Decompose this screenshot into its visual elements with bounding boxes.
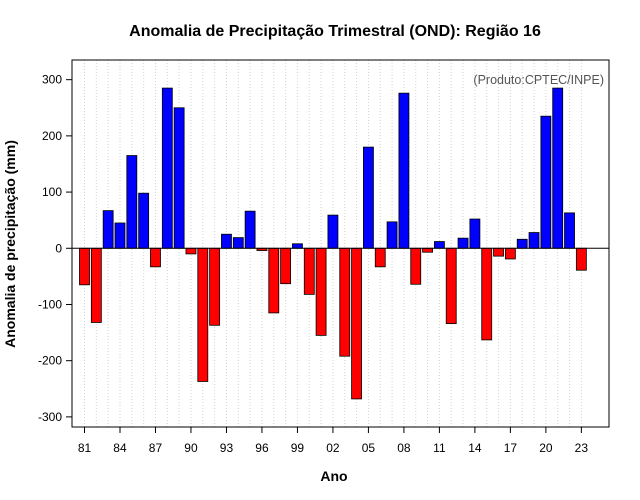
bar-2005 — [363, 146, 374, 249]
bar-2006 — [374, 247, 386, 268]
x-tick-label: 14 — [468, 441, 482, 455]
bar-1991 — [197, 247, 209, 382]
bar-1989 — [173, 107, 185, 249]
x-tick-label: 11 — [433, 441, 446, 455]
x-tick-label: 96 — [255, 441, 269, 455]
bars — [79, 87, 587, 400]
bar-2007 — [386, 221, 398, 249]
x-tick-label: 08 — [397, 441, 411, 455]
bar-1987 — [150, 247, 161, 268]
bar-2004 — [351, 247, 362, 400]
y-tick-label: -300 — [38, 410, 62, 424]
bar-2014 — [469, 218, 481, 249]
y-tick-label: 0 — [55, 241, 62, 255]
x-tick-label: 87 — [149, 441, 163, 455]
bar-2008 — [398, 92, 410, 249]
x-tick-label: 17 — [504, 441, 518, 455]
bar-2020 — [540, 115, 552, 249]
bar-2022 — [564, 212, 575, 249]
bar-1983 — [102, 210, 114, 249]
bar-1997 — [268, 247, 280, 314]
bar-1992 — [209, 247, 221, 326]
x-tick-label: 84 — [113, 441, 127, 455]
y-tick-label: 200 — [42, 129, 62, 143]
y-tick-label: -100 — [38, 297, 62, 311]
y-axis: -300 -200 -100 0 100 200 300 — [38, 73, 72, 424]
x-tick-label: 93 — [220, 441, 234, 455]
bar-2011 — [433, 241, 445, 249]
chart-title: Anomalia de Precipitação Trimestral (OND… — [129, 23, 541, 40]
y-axis-label: Anomalia de precipitação (mm) — [2, 140, 18, 348]
bar-2002 — [327, 214, 339, 249]
y-tick-label: -200 — [38, 354, 62, 368]
y-tick-label: 100 — [42, 185, 62, 199]
bar-1982 — [90, 247, 102, 323]
x-tick-label: 99 — [291, 441, 305, 455]
bar-1986 — [138, 192, 150, 249]
bar-2021 — [552, 87, 564, 249]
x-axis-label: Ano — [320, 468, 347, 484]
bar-1984 — [114, 222, 126, 249]
bar-2000 — [303, 247, 315, 295]
bar-2003 — [339, 247, 351, 357]
bar-1998 — [280, 247, 292, 285]
x-tick-label: 02 — [326, 441, 340, 455]
bar-2016 — [493, 247, 504, 257]
bar-2017 — [504, 247, 516, 260]
bar-2023 — [575, 247, 587, 271]
x-tick-label: 05 — [362, 441, 376, 455]
bar-1999 — [292, 243, 303, 249]
bar-1981 — [79, 247, 90, 286]
y-tick-label: 300 — [42, 73, 62, 87]
bar-2010 — [422, 247, 433, 253]
x-tick-label: 20 — [539, 441, 553, 455]
bar-2015 — [481, 247, 493, 341]
bar-2013 — [457, 237, 469, 249]
bar-1985 — [126, 155, 138, 249]
x-axis: 81 84 87 90 93 96 99 02 05 08 11 14 17 20 23 — [78, 427, 589, 455]
bar-2018 — [516, 238, 528, 249]
bar-2009 — [410, 247, 422, 285]
x-tick-label: 23 — [575, 441, 589, 455]
bar-1994 — [232, 237, 244, 249]
x-tick-label: 90 — [184, 441, 198, 455]
bar-2001 — [315, 247, 327, 336]
bar-2012 — [445, 247, 457, 324]
x-tick-label: 81 — [78, 441, 92, 455]
bar-1988 — [161, 87, 173, 249]
bar-1990 — [185, 247, 197, 255]
bar-1993 — [221, 233, 232, 249]
bar-2019 — [528, 232, 540, 249]
plot-frame — [71, 59, 610, 428]
bar-1995 — [244, 210, 256, 249]
product-credit: (Produto:CPTEC/INPE) — [473, 73, 604, 87]
